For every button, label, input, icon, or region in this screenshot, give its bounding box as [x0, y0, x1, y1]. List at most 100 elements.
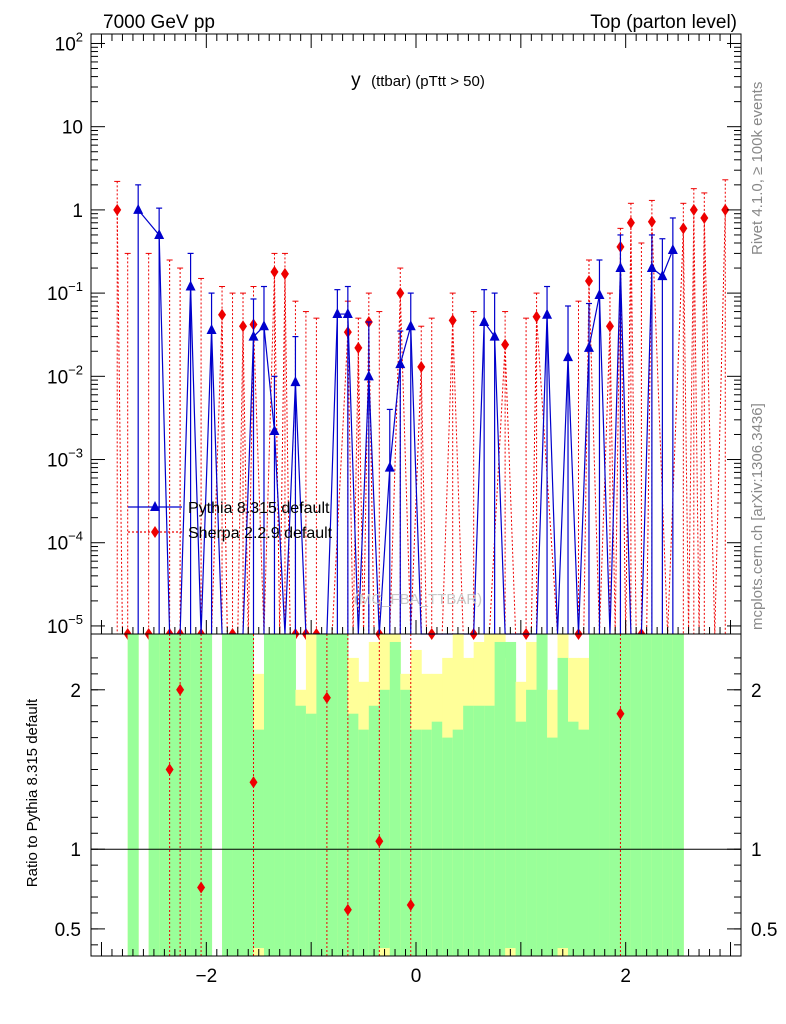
pythia-point [594, 288, 605, 299]
tick-exponent: −1 [68, 279, 83, 294]
main-y-tick-label: 102 [55, 29, 83, 55]
tick-exponent: −3 [68, 446, 83, 461]
ratio-band-green [379, 689, 391, 949]
main-y-tick-label: 10 [62, 118, 83, 139]
ratio-band-green [641, 634, 653, 956]
pythia-point [248, 330, 259, 341]
ratio-band-green [347, 713, 359, 956]
ratio-band-green [578, 729, 590, 956]
ratio-band-green [620, 634, 632, 956]
sherpa-point [396, 287, 405, 300]
sherpa-point [700, 211, 709, 224]
pythia-point [206, 324, 217, 335]
ratio-band-green [368, 705, 380, 956]
sherpa-point [721, 203, 730, 216]
pythia-point [269, 425, 280, 436]
ratio-band-green [431, 721, 443, 956]
legend: Pythia 8.315 default Sherpa 2.2.9 default [128, 500, 333, 542]
x-tick-label: 2 [620, 966, 631, 987]
tick-base: 1 [72, 201, 83, 222]
ratio-band-green [442, 737, 454, 956]
chart-title-rest: (ttbar) (pTtt > 50) [371, 73, 485, 90]
ratio-y-tick-label-right: 2 [751, 681, 762, 702]
pythia-point [646, 262, 657, 273]
pythia-point [332, 308, 343, 319]
mcplots-label: mcplots.cern.ch [arXiv:1306.3436] [749, 403, 766, 630]
pythia-point [657, 270, 668, 281]
x-tick-label: 0 [411, 966, 422, 987]
tick-base: 10 [47, 284, 68, 305]
tick-exponent: −2 [68, 362, 83, 377]
legend-marker-triangle [150, 501, 160, 511]
rivet-label: Rivet 4.1.0, ≥ 100k events [749, 82, 766, 255]
sherpa-point [354, 341, 363, 354]
ratio-band-green [463, 705, 475, 956]
pythia-point [133, 203, 144, 214]
ratio-point [249, 776, 258, 789]
ratio-band-green [159, 634, 171, 956]
ratio-band-green [326, 634, 338, 956]
pythia-point [154, 228, 165, 239]
sherpa-point [239, 320, 248, 333]
sherpa-point [679, 222, 688, 235]
ratio-band-green [190, 634, 202, 956]
legend-label: Pythia 8.315 default [188, 500, 330, 517]
ratio-band-green [400, 689, 412, 956]
ratio-bands [127, 634, 684, 956]
ratio-band-green [274, 634, 286, 956]
main-y-tick-label: 10−5 [47, 612, 83, 638]
ratio-band-green [421, 729, 433, 956]
ratio-band-green [389, 641, 401, 956]
main-y-tick-label: 10−4 [47, 529, 83, 555]
ratio-panel: −2 0 2 0.5 0.5 1 1 2 2 [55, 633, 777, 987]
tick-base: 10 [55, 34, 76, 55]
pythia-point [258, 320, 269, 331]
ratio-band-green [243, 634, 254, 956]
sherpa-point [532, 310, 541, 323]
ratio-point [165, 763, 174, 776]
ratio-band-green [253, 729, 265, 949]
ratio-band-green [588, 634, 600, 956]
sherpa-point [501, 338, 510, 351]
tick-base: 10 [47, 451, 68, 472]
ratio-band-green [484, 705, 496, 956]
tick-exponent: −5 [68, 612, 83, 627]
ratio-point [322, 691, 331, 704]
ratio-band-green [305, 713, 317, 956]
ratio-band-green [452, 729, 464, 956]
chart-title: y (ttbar) (pTtt > 50) [351, 70, 485, 91]
pythia-point [395, 358, 406, 369]
ratio-series-layer [91, 634, 741, 956]
ratio-band-green [222, 634, 234, 956]
ratio-band-green [284, 634, 296, 956]
ratio-band-green [494, 641, 506, 956]
ratio-band-green [316, 634, 328, 956]
sherpa-point [584, 274, 593, 287]
ratio-band-green [505, 641, 517, 949]
ratio-band-green [263, 634, 275, 956]
pythia-point [290, 376, 301, 387]
pythia-point [384, 461, 395, 472]
ratio-band-green [169, 634, 181, 956]
x-tick-label: −2 [195, 966, 217, 987]
main-y-tick-label: 1 [72, 201, 83, 222]
ratio-band-green [672, 634, 684, 956]
ratio-point [375, 835, 384, 848]
sherpa-point [626, 216, 635, 229]
sherpa-point [448, 314, 457, 327]
ratio-band-green [599, 634, 611, 956]
ratio-band-green [473, 705, 485, 956]
sherpa-point [689, 203, 698, 216]
header-right: Top (parton level) [590, 12, 737, 33]
ratio-band-green [127, 634, 139, 956]
main-y-tick-label: 10−3 [47, 446, 83, 472]
pythia-point [363, 370, 374, 381]
pythia-point [615, 262, 626, 273]
ratio-y-label: Ratio to Pythia 8.315 default [24, 698, 41, 887]
pythia-point [563, 351, 574, 362]
main-series-layer [113, 179, 730, 640]
sherpa-point [605, 320, 614, 333]
